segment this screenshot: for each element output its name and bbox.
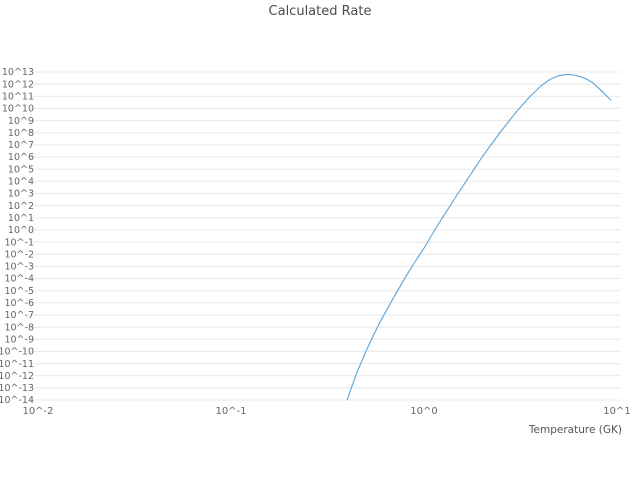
x-tick-labels: 10^-2 10^-1 10^0 10^1 bbox=[22, 406, 630, 417]
svg-text:10^-6: 10^-6 bbox=[4, 298, 34, 309]
rate-line bbox=[346, 73, 612, 401]
svg-text:10^-12: 10^-12 bbox=[0, 371, 34, 382]
svg-text:10^6: 10^6 bbox=[8, 152, 34, 163]
svg-text:10^1: 10^1 bbox=[8, 213, 34, 224]
svg-text:10^-3: 10^-3 bbox=[4, 262, 34, 273]
svg-text:10^-4: 10^-4 bbox=[4, 274, 34, 285]
svg-text:10^13: 10^13 bbox=[2, 67, 34, 78]
chart-title: Calculated Rate bbox=[268, 4, 372, 19]
svg-text:10^3: 10^3 bbox=[8, 189, 34, 200]
svg-text:10^-9: 10^-9 bbox=[4, 335, 34, 346]
svg-text:10^4: 10^4 bbox=[8, 177, 34, 188]
svg-text:10^0: 10^0 bbox=[410, 406, 437, 417]
svg-text:10^8: 10^8 bbox=[8, 128, 34, 139]
svg-text:10^-7: 10^-7 bbox=[4, 310, 34, 321]
svg-text:10^10: 10^10 bbox=[2, 104, 34, 115]
svg-text:10^7: 10^7 bbox=[8, 140, 34, 151]
svg-text:10^1: 10^1 bbox=[603, 406, 630, 417]
svg-text:10^-10: 10^-10 bbox=[0, 347, 34, 358]
svg-text:10^9: 10^9 bbox=[8, 116, 34, 127]
svg-text:10^5: 10^5 bbox=[8, 164, 34, 175]
svg-text:10^-11: 10^-11 bbox=[0, 359, 34, 370]
svg-text:10^-1: 10^-1 bbox=[4, 237, 34, 248]
svg-text:10^-13: 10^-13 bbox=[0, 383, 34, 394]
svg-text:10^-2: 10^-2 bbox=[22, 406, 53, 417]
x-axis-label: Temperature (GK) bbox=[528, 424, 622, 436]
svg-text:10^-1: 10^-1 bbox=[215, 406, 246, 417]
gridlines bbox=[30, 71, 620, 401]
svg-text:10^2: 10^2 bbox=[8, 201, 34, 212]
svg-text:10^11: 10^11 bbox=[2, 92, 34, 103]
svg-text:10^-5: 10^-5 bbox=[4, 286, 34, 297]
svg-text:10^-8: 10^-8 bbox=[4, 322, 34, 333]
svg-text:10^-2: 10^-2 bbox=[4, 249, 34, 260]
svg-text:10^12: 10^12 bbox=[2, 79, 34, 90]
svg-text:10^0: 10^0 bbox=[8, 225, 34, 236]
svg-text:10^-14: 10^-14 bbox=[0, 395, 34, 406]
